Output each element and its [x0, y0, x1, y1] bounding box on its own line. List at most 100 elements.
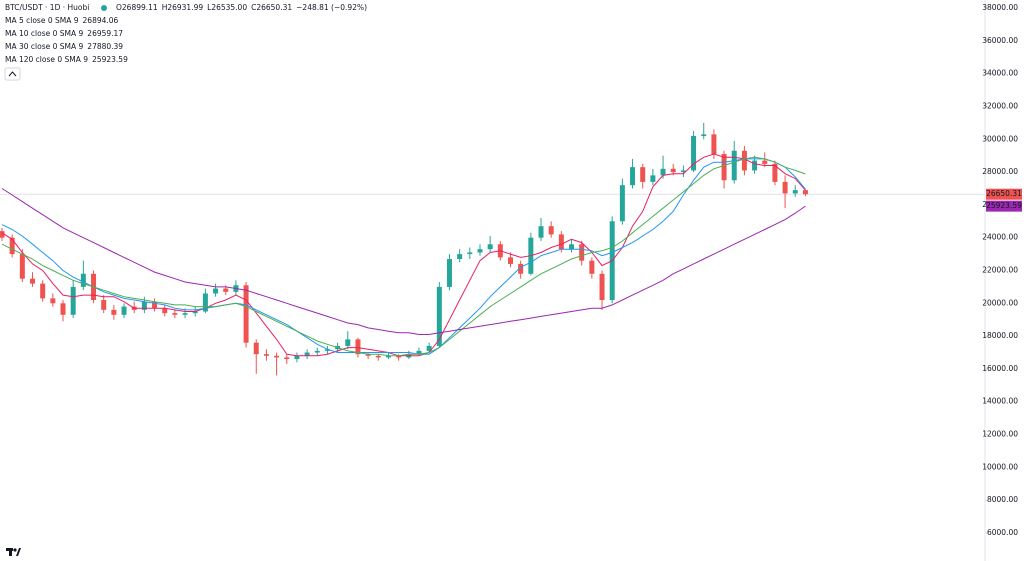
symbol: BTC/USDT · 1D · Huobi [5, 3, 89, 12]
tv-logo [6, 548, 21, 556]
candle-body [569, 244, 575, 250]
y-tick-label: 6000.00 [987, 528, 1018, 537]
candle-body [243, 285, 249, 343]
candle-body [345, 339, 351, 346]
y-tick-label: 36000.00 [982, 36, 1018, 45]
candle-body [284, 357, 290, 360]
last-price-label: 26650.31 [986, 189, 1022, 198]
y-tick-label: 8000.00 [987, 495, 1018, 504]
candle-body [660, 168, 666, 176]
candle-body [365, 354, 371, 356]
candle-body [324, 349, 330, 351]
y-tick-label: 28000.00 [982, 167, 1018, 176]
candle-body [579, 244, 585, 261]
candle-body [792, 190, 798, 194]
y-tick-label: 12000.00 [982, 430, 1018, 439]
y-tick-label: 20000.00 [982, 298, 1018, 307]
candle-body [772, 163, 778, 182]
y-tick-label: 22000.00 [982, 265, 1018, 274]
y-tick-label: 24000.00 [982, 233, 1018, 242]
candle-body [182, 313, 188, 315]
candle-body [111, 309, 117, 315]
y-tick-label: 30000.00 [982, 134, 1018, 143]
candle-body [274, 355, 280, 358]
candle-body [60, 303, 66, 315]
y-tick-label: 10000.00 [982, 462, 1018, 471]
candle-body [121, 306, 127, 315]
legend-value: 27880.39 [87, 42, 123, 51]
candle-body [416, 350, 422, 355]
y-tick-label: 32000.00 [982, 101, 1018, 110]
last-price-box [986, 188, 1022, 200]
candle-body [752, 160, 758, 171]
ma120-price-box [986, 200, 1022, 212]
candle-body [467, 252, 473, 255]
candle-body [548, 226, 554, 235]
candle-body [457, 254, 463, 260]
status-dot [101, 5, 107, 11]
candle-body [202, 293, 208, 312]
y-tick-label: 34000.00 [982, 69, 1018, 78]
legend-name: MA 10 close 0 SMA 9 [5, 29, 84, 38]
legend-value: 25923.59 [92, 55, 128, 64]
candle-body [426, 345, 432, 351]
candle-body [670, 168, 676, 173]
ma-legend: MA 5 close 0 SMA 9 26894.06 MA 10 close 0 … [5, 16, 128, 64]
candle-body [213, 288, 219, 294]
candle-body [762, 160, 768, 164]
candle-body [304, 352, 310, 356]
ohlc-value: O26899.11 [116, 3, 158, 12]
y-tick-label: 16000.00 [982, 364, 1018, 373]
candle-body [385, 355, 391, 358]
candle-body [263, 354, 269, 356]
candle-body [589, 260, 595, 274]
candle-body [640, 167, 646, 182]
candle-body [691, 135, 697, 171]
candle-body [355, 339, 361, 355]
legend-value: 26959.17 [87, 29, 123, 38]
candle-body [711, 134, 717, 155]
candle-body [172, 313, 178, 315]
y-tick-label: 38000.00 [982, 3, 1018, 12]
candle-body [9, 237, 15, 255]
legend-name: MA 120 close 0 SMA 9 [5, 55, 88, 64]
ma120-price-label: 25923.59 [986, 201, 1022, 210]
candle-body [477, 249, 483, 253]
candle-body [599, 273, 605, 301]
candle-body [192, 311, 198, 314]
candle-body [375, 355, 381, 358]
ohlc-legend: O26899.11 H26931.99 L26535.00 C26650.31 −248… [116, 3, 367, 12]
legend-name: MA 30 close 0 SMA 9 [5, 42, 84, 51]
collapse-button[interactable] [4, 67, 21, 81]
candle-body [782, 181, 788, 194]
legend-value: 26894.06 [83, 16, 119, 25]
ma-line [1, 158, 806, 355]
candle-body [162, 308, 168, 314]
candle-body [50, 298, 56, 304]
candle-body [80, 273, 86, 287]
candle-body [701, 134, 707, 136]
candle-body [141, 301, 147, 310]
legend-name: MA 5 close 0 SMA 9 [5, 16, 79, 25]
y-tick-label: 18000.00 [982, 331, 1018, 340]
candle-body [396, 355, 402, 358]
candle-body [223, 288, 229, 292]
candle-body [721, 154, 727, 181]
ohlc-value: L26535.00 [207, 3, 247, 12]
candle-body [731, 150, 737, 181]
candle-body [518, 263, 524, 274]
candle-body [558, 234, 564, 250]
collapse-icon [8, 71, 17, 77]
ohlc-value: H26931.99 [162, 3, 204, 12]
candle-body [0, 231, 5, 238]
candle-body [101, 300, 107, 310]
candle-body [70, 286, 76, 315]
candle-body [294, 355, 300, 360]
ma-line [1, 156, 806, 357]
candle-body [650, 175, 656, 182]
ma-line [1, 153, 806, 357]
candle-body [487, 244, 493, 250]
ohlc-value: −248.81 (−0.92%) [296, 3, 367, 12]
candle-body [680, 170, 686, 173]
